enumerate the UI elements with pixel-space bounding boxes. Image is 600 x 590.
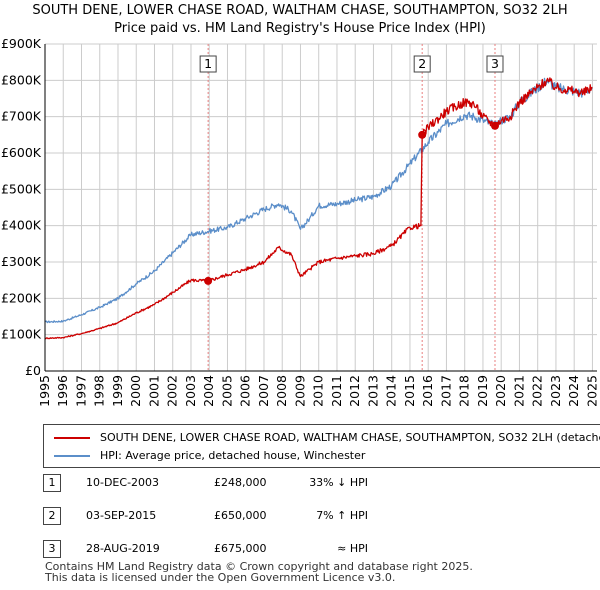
- sale-number-badge: 3: [43, 540, 61, 558]
- sale-row: 3 28-AUG-2019 £675,000 ≈ HPI: [0, 538, 600, 562]
- tick-labels: £0 £100K £200K £300K £400K £500K £600K £700K £80…: [1, 36, 599, 407]
- x-tick-label: 2009: [292, 375, 307, 407]
- sale-label-box-1: [199, 55, 217, 73]
- x-tick-label: 2022: [530, 375, 545, 407]
- licence-text: This data is licensed under the Open Gov…: [45, 571, 396, 584]
- sale-label-box-3: [486, 55, 504, 73]
- x-tick-label: 1999: [110, 375, 125, 407]
- legend-swatch-property: [54, 437, 90, 439]
- chart-subtitle: Price paid vs. HM Land Registry's House …: [114, 21, 486, 36]
- copyright-text: Contains HM Land Registry data © Crown c…: [45, 560, 473, 573]
- x-tick-label: 2018: [457, 375, 472, 407]
- sale-price: £675,000: [214, 542, 267, 555]
- x-tick-label: 2015: [402, 375, 417, 407]
- y-tick-label: £200K: [1, 290, 42, 305]
- sale-markers: 1 2 3: [199, 55, 504, 285]
- property-series-line: [44, 77, 593, 340]
- x-tick-label: 2024: [566, 375, 581, 407]
- x-tick-label: 2008: [274, 375, 289, 407]
- y-tick-label: £500K: [1, 181, 42, 196]
- sale-row: 1 10-DEC-2003 £248,000 33% ↓ HPI: [0, 472, 600, 496]
- x-tick-label: 2006: [238, 375, 253, 407]
- sale-label-3: 3: [491, 56, 499, 71]
- y-tick-label: £300K: [1, 254, 42, 269]
- x-tick-label: 2012: [347, 375, 362, 407]
- x-tick-label: 2002: [165, 375, 180, 407]
- x-tick-label: 2014: [384, 375, 399, 407]
- x-tick-label: 2021: [511, 375, 526, 407]
- legend: SOUTH DENE, LOWER CHASE ROAD, WALTHAM CH…: [43, 424, 600, 468]
- x-tick-label: 2003: [183, 375, 198, 407]
- sale-marker-lines: [207, 44, 496, 371]
- sale-label-2: 2: [418, 56, 426, 71]
- x-tick-label: 2000: [128, 375, 143, 407]
- x-tick-label: 2011: [329, 375, 344, 407]
- sale-date: 03-SEP-2015: [86, 509, 157, 522]
- x-tick-label: 2023: [548, 375, 563, 407]
- x-tick-label: 1997: [73, 375, 88, 407]
- y-tick-label: £800K: [1, 72, 42, 87]
- sale-point-2: [418, 130, 427, 139]
- chart-title: SOUTH DENE, LOWER CHASE ROAD, WALTHAM CH…: [32, 3, 568, 18]
- x-tick-label: 2016: [420, 375, 435, 407]
- sale-row: 2 03-SEP-2015 £650,000 7% ↑ HPI: [0, 505, 600, 529]
- x-tick-label: 1996: [55, 375, 70, 407]
- legend-label-hpi: HPI: Average price, detached house, Winc…: [100, 449, 366, 462]
- sale-label-1: 1: [204, 56, 212, 71]
- sale-number-badge: 2: [43, 507, 61, 525]
- legend-swatch-hpi: [54, 455, 90, 457]
- series-lines: [44, 77, 593, 340]
- sale-date: 28-AUG-2019: [86, 542, 160, 555]
- sale-label-box-2: [413, 55, 431, 73]
- y-tick-label: £700K: [1, 109, 42, 124]
- axes: [44, 44, 597, 372]
- x-tick-label: 1998: [92, 375, 107, 407]
- y-tick-label: £100K: [1, 327, 42, 342]
- sale-point-3: [490, 121, 499, 130]
- x-tick-label: 2005: [219, 375, 234, 407]
- footer-attribution: Contains HM Land Registry data © Crown c…: [45, 561, 473, 583]
- x-tick-label: 2019: [475, 375, 490, 407]
- x-tick-label: 1995: [37, 375, 52, 407]
- sale-date: 10-DEC-2003: [86, 476, 160, 489]
- x-tick-label: 2007: [256, 375, 271, 407]
- x-tick-label: 2004: [201, 375, 216, 407]
- price-chart: £0 £100K £200K £300K £400K £500K £600K £700K £80…: [1, 36, 599, 407]
- x-tick-label: 2010: [311, 375, 326, 407]
- sale-hpi-comparison: 33% ↓ HPI: [309, 476, 368, 489]
- chart-titles: SOUTH DENE, LOWER CHASE ROAD, WALTHAM CH…: [0, 2, 600, 38]
- x-tick-label: 2020: [493, 375, 508, 407]
- x-tick-label: 2017: [438, 375, 453, 407]
- sale-price: £248,000: [214, 476, 267, 489]
- x-tick-label: 2025: [584, 375, 599, 407]
- x-tick-label: 2013: [365, 375, 380, 407]
- sale-number-badge: 1: [43, 474, 61, 492]
- y-tick-label: £400K: [1, 218, 42, 233]
- sale-point-1: [204, 276, 213, 285]
- y-tick-label: £600K: [1, 145, 42, 160]
- y-tick-label: £0: [25, 363, 41, 378]
- x-tick-label: 2001: [146, 375, 161, 407]
- sale-price: £650,000: [214, 509, 267, 522]
- y-tick-label: £900K: [1, 36, 42, 51]
- sale-hpi-comparison: 7% ↑ HPI: [316, 509, 368, 522]
- sale-hpi-comparison: ≈ HPI: [337, 542, 368, 555]
- legend-label-property: SOUTH DENE, LOWER CHASE ROAD, WALTHAM CH…: [100, 431, 600, 444]
